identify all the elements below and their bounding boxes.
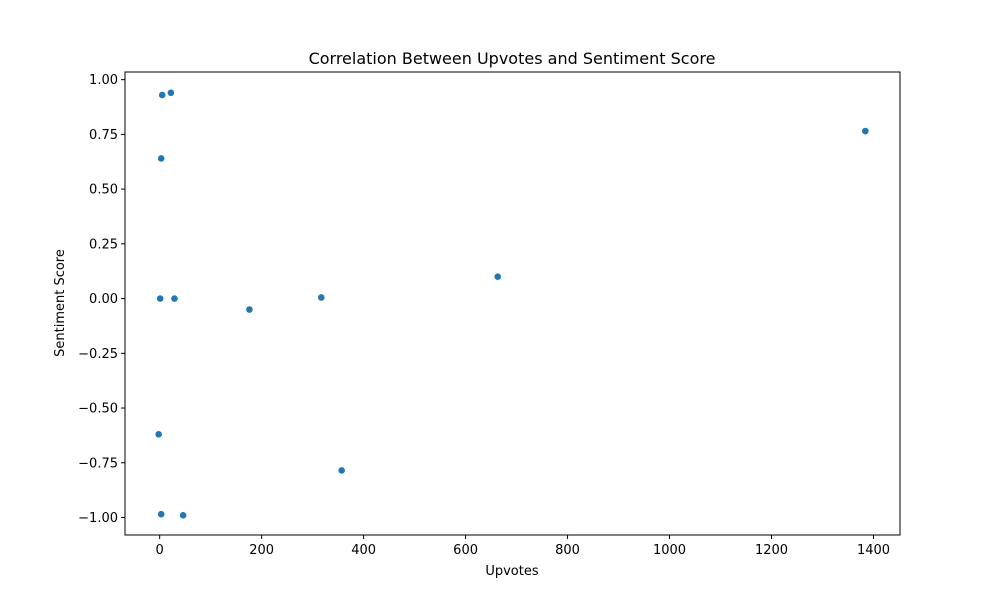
scatter-point [156, 294, 165, 303]
x-tick-label: 400 [351, 543, 376, 558]
y-tick-label: 0.00 [89, 292, 118, 307]
x-tick-label: 1200 [755, 543, 788, 558]
x-tick-label: 200 [249, 543, 274, 558]
x-tick-label: 800 [555, 543, 580, 558]
points-layer [154, 88, 870, 520]
y-axis-title: Sentiment Score [53, 249, 68, 357]
scatter-point [337, 466, 346, 475]
scatter-point [157, 154, 166, 163]
y-tick-label: 0.50 [89, 183, 118, 198]
y-tick-label: 0.75 [89, 128, 118, 143]
scatter-point [861, 127, 870, 136]
scatter-point [245, 305, 254, 314]
y-tick-label: −0.25 [78, 347, 118, 362]
scatter-point [154, 430, 163, 439]
y-tick-label: −0.50 [78, 402, 118, 417]
tick-layer: 0 200 400 600 800 1000 1200 1400 1.00 0.75 0.50 0.2… [78, 73, 890, 558]
x-tick-label: 1000 [653, 543, 686, 558]
y-tick-label: 1.00 [89, 73, 118, 88]
x-tick-label: 1400 [857, 543, 890, 558]
x-tick-label: 600 [453, 543, 478, 558]
scatter-point [157, 510, 166, 519]
y-tick-label: −1.00 [78, 511, 118, 526]
y-tick-label: 0.25 [89, 237, 118, 252]
chart-title: Correlation Between Upvotes and Sentimen… [309, 49, 716, 68]
y-tick-label: −0.75 [78, 456, 118, 471]
plot-area-frame [124, 71, 901, 536]
scatter-point [166, 88, 175, 97]
scatter-point [493, 272, 502, 281]
scatter-point [179, 511, 188, 520]
scatter-point [158, 91, 167, 99]
scatter-point [317, 293, 326, 302]
scatter-point [170, 294, 179, 303]
x-axis-title: Upvotes [485, 564, 539, 579]
x-tick-label: 0 [156, 543, 164, 558]
